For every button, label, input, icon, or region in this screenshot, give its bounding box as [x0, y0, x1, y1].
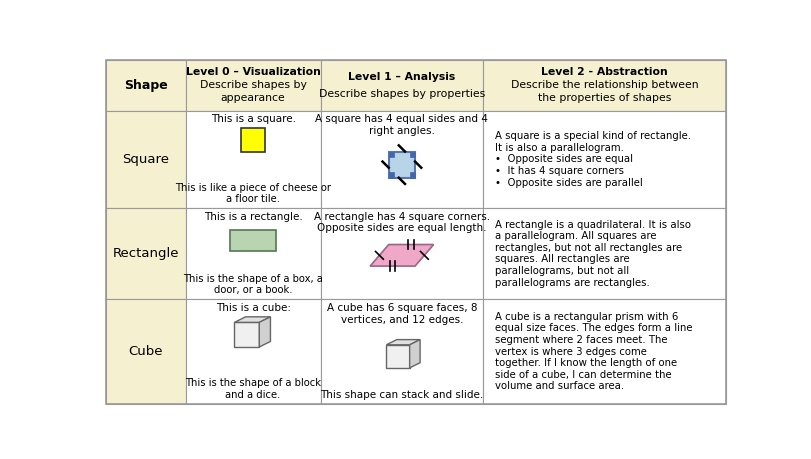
Bar: [106, 299, 185, 404]
Text: the properties of shapes: the properties of shapes: [537, 93, 671, 103]
Bar: [185, 111, 320, 208]
Bar: [409, 172, 414, 178]
Text: This is a cube:: This is a cube:: [216, 303, 290, 313]
Text: Describe shapes by: Describe shapes by: [200, 80, 306, 90]
Polygon shape: [409, 340, 419, 368]
Bar: [409, 151, 414, 157]
Bar: [388, 151, 414, 178]
Bar: [106, 111, 185, 208]
Bar: [240, 128, 265, 152]
Bar: [320, 299, 483, 404]
Bar: [230, 230, 276, 251]
Text: Rectangle: Rectangle: [113, 247, 179, 260]
Polygon shape: [234, 317, 270, 322]
Text: This is the shape of a box, a
door, or a book.: This is the shape of a box, a door, or a…: [183, 274, 323, 296]
Text: Describe shapes by properties: Describe shapes by properties: [319, 89, 484, 99]
Bar: [185, 208, 320, 299]
Bar: [185, 60, 320, 111]
Text: A cube has 6 square faces, 8
vertices, and 12 edges.: A cube has 6 square faces, 8 vertices, a…: [326, 303, 477, 325]
Text: A rectangle is a quadrilateral. It is also
a parallelogram. All squares are
rect: A rectangle is a quadrilateral. It is al…: [495, 220, 690, 288]
Text: A rectangle has 4 square corners.
Opposite sides are equal length.: A rectangle has 4 square corners. Opposi…: [313, 212, 489, 234]
Text: Level 1 – Analysis: Level 1 – Analysis: [348, 72, 455, 82]
Bar: [388, 151, 393, 157]
Bar: [483, 208, 725, 299]
Bar: [483, 111, 725, 208]
Bar: [388, 172, 393, 178]
Text: Cube: Cube: [128, 345, 163, 358]
Text: This is a rectangle.: This is a rectangle.: [204, 212, 302, 222]
Bar: [320, 111, 483, 208]
Text: Level 0 – Visualization: Level 0 – Visualization: [186, 67, 320, 78]
Text: This is the shape of a block
and a dice.: This is the shape of a block and a dice.: [185, 378, 320, 400]
Text: A square is a special kind of rectangle.
It is also a parallelogram.
•  Opposite: A square is a special kind of rectangle.…: [495, 131, 690, 188]
Bar: [234, 322, 259, 347]
Polygon shape: [370, 245, 433, 266]
Text: Shape: Shape: [124, 78, 168, 92]
Text: This is a square.: This is a square.: [210, 114, 295, 124]
Text: This is like a piece of cheese or
a floor tile.: This is like a piece of cheese or a floo…: [175, 183, 331, 204]
Text: This shape can stack and slide.: This shape can stack and slide.: [320, 390, 483, 400]
Text: Square: Square: [122, 153, 169, 166]
Text: appearance: appearance: [221, 93, 285, 103]
Bar: [106, 208, 185, 299]
Text: A square has 4 equal sides and 4
right angles.: A square has 4 equal sides and 4 right a…: [315, 114, 487, 136]
Bar: [320, 208, 483, 299]
Text: A cube is a rectangular prism with 6
equal size faces. The edges form a line
seg: A cube is a rectangular prism with 6 equ…: [495, 312, 692, 392]
Bar: [106, 60, 185, 111]
Bar: [386, 345, 409, 368]
Bar: [185, 299, 320, 404]
Bar: [483, 60, 725, 111]
Polygon shape: [386, 340, 419, 345]
Text: Describe the relationship between: Describe the relationship between: [510, 80, 697, 90]
Bar: [483, 299, 725, 404]
Bar: [320, 60, 483, 111]
Polygon shape: [259, 317, 270, 347]
Text: Level 2 - Abstraction: Level 2 - Abstraction: [541, 67, 667, 78]
